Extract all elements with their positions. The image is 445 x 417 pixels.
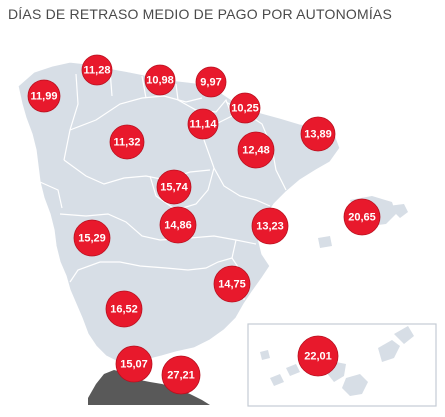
bubble-baleares: 20,65: [343, 198, 381, 236]
bubble-castilla-leon: 11,32: [109, 124, 145, 160]
bubble-label-navarra: 10,25: [231, 103, 259, 115]
bubble-circle-extremadura: [73, 219, 111, 257]
bubble-circle-comunidad-valenciana: [251, 207, 289, 245]
bubble-circle-pais-vasco: [195, 66, 227, 98]
bubble-circle-melilla: [161, 355, 201, 395]
bubble-cataluna: 13,89: [300, 116, 336, 152]
bubble-circle-ceuta: [115, 345, 153, 383]
bubble-label-comunidad-valenciana: 13,23: [256, 221, 284, 233]
bubble-galicia: 11,99: [27, 79, 61, 113]
bubble-circle-cantabria: [144, 64, 176, 96]
bubble-circle-la-rioja: [187, 108, 219, 140]
bubble-navarra: 10,25: [229, 92, 261, 124]
bubble-extremadura: 15,29: [73, 219, 111, 257]
value-bubbles: 11,99 11,28 10,98 9,97 10,25 11,14 11,32 12,48 1…: [27, 54, 381, 395]
bubble-label-asturias: 11,28: [84, 65, 111, 77]
bubble-circle-baleares: [343, 198, 381, 236]
bubble-circle-galicia: [27, 79, 61, 113]
bubble-label-melilla: 27,21: [167, 370, 195, 382]
bubble-label-galicia: 11,99: [31, 91, 58, 103]
bubble-canarias: 22,01: [297, 335, 339, 377]
bubble-castilla-la-mancha: 14,86: [159, 206, 197, 244]
bubble-label-canarias: 22,01: [304, 351, 332, 363]
bubble-label-cantabria: 10,98: [146, 75, 174, 87]
bubble-circle-andalucia: [105, 290, 143, 328]
canary-islands: [260, 326, 414, 396]
bubble-label-castilla-la-mancha: 14,86: [164, 220, 192, 232]
bubble-la-rioja: 11,14: [187, 108, 219, 140]
bubble-label-aragon: 12,48: [242, 145, 270, 157]
bubble-comunidad-valenciana: 13,23: [251, 207, 289, 245]
bubble-circle-cataluna: [300, 116, 336, 152]
bubble-label-la-rioja: 11,14: [190, 119, 218, 131]
bubble-label-ceuta: 15,07: [120, 359, 148, 371]
bubble-label-pais-vasco: 9,97: [200, 77, 221, 89]
bubble-label-andalucia: 16,52: [110, 304, 138, 316]
bubble-ceuta: 15,07: [115, 345, 153, 383]
bubble-circle-asturias: [81, 54, 113, 86]
bubble-circle-castilla-leon: [109, 124, 145, 160]
bubble-circle-aragon: [237, 131, 275, 169]
map-title: DÍAS DE RETRASO MEDIO DE PAGO POR AUTONO…: [8, 6, 393, 22]
bubble-label-baleares: 20,65: [348, 212, 376, 224]
bubble-label-extremadura: 15,29: [78, 233, 106, 245]
bubble-circle-murcia: [213, 265, 251, 303]
bubble-circle-madrid: [156, 169, 192, 205]
north-africa-land: [88, 370, 210, 405]
bubble-cantabria: 10,98: [144, 64, 176, 96]
bubble-pais-vasco: 9,97: [195, 66, 227, 98]
bubble-label-cataluna: 13,89: [304, 129, 332, 141]
region-borders: [39, 69, 287, 300]
bubble-circle-navarra: [229, 92, 261, 124]
bubble-circle-castilla-la-mancha: [159, 206, 197, 244]
bubble-aragon: 12,48: [237, 131, 275, 169]
bubble-label-madrid: 15,74: [160, 182, 188, 194]
bubble-asturias: 11,28: [81, 54, 113, 86]
bubble-label-castilla-leon: 11,32: [114, 137, 141, 149]
bubble-madrid: 15,74: [156, 169, 192, 205]
bubble-circle-canarias: [297, 335, 339, 377]
bubble-melilla: 27,21: [161, 355, 201, 395]
bubble-murcia: 14,75: [213, 265, 251, 303]
bubble-andalucia: 16,52: [105, 290, 143, 328]
bubble-label-murcia: 14,75: [218, 279, 246, 291]
